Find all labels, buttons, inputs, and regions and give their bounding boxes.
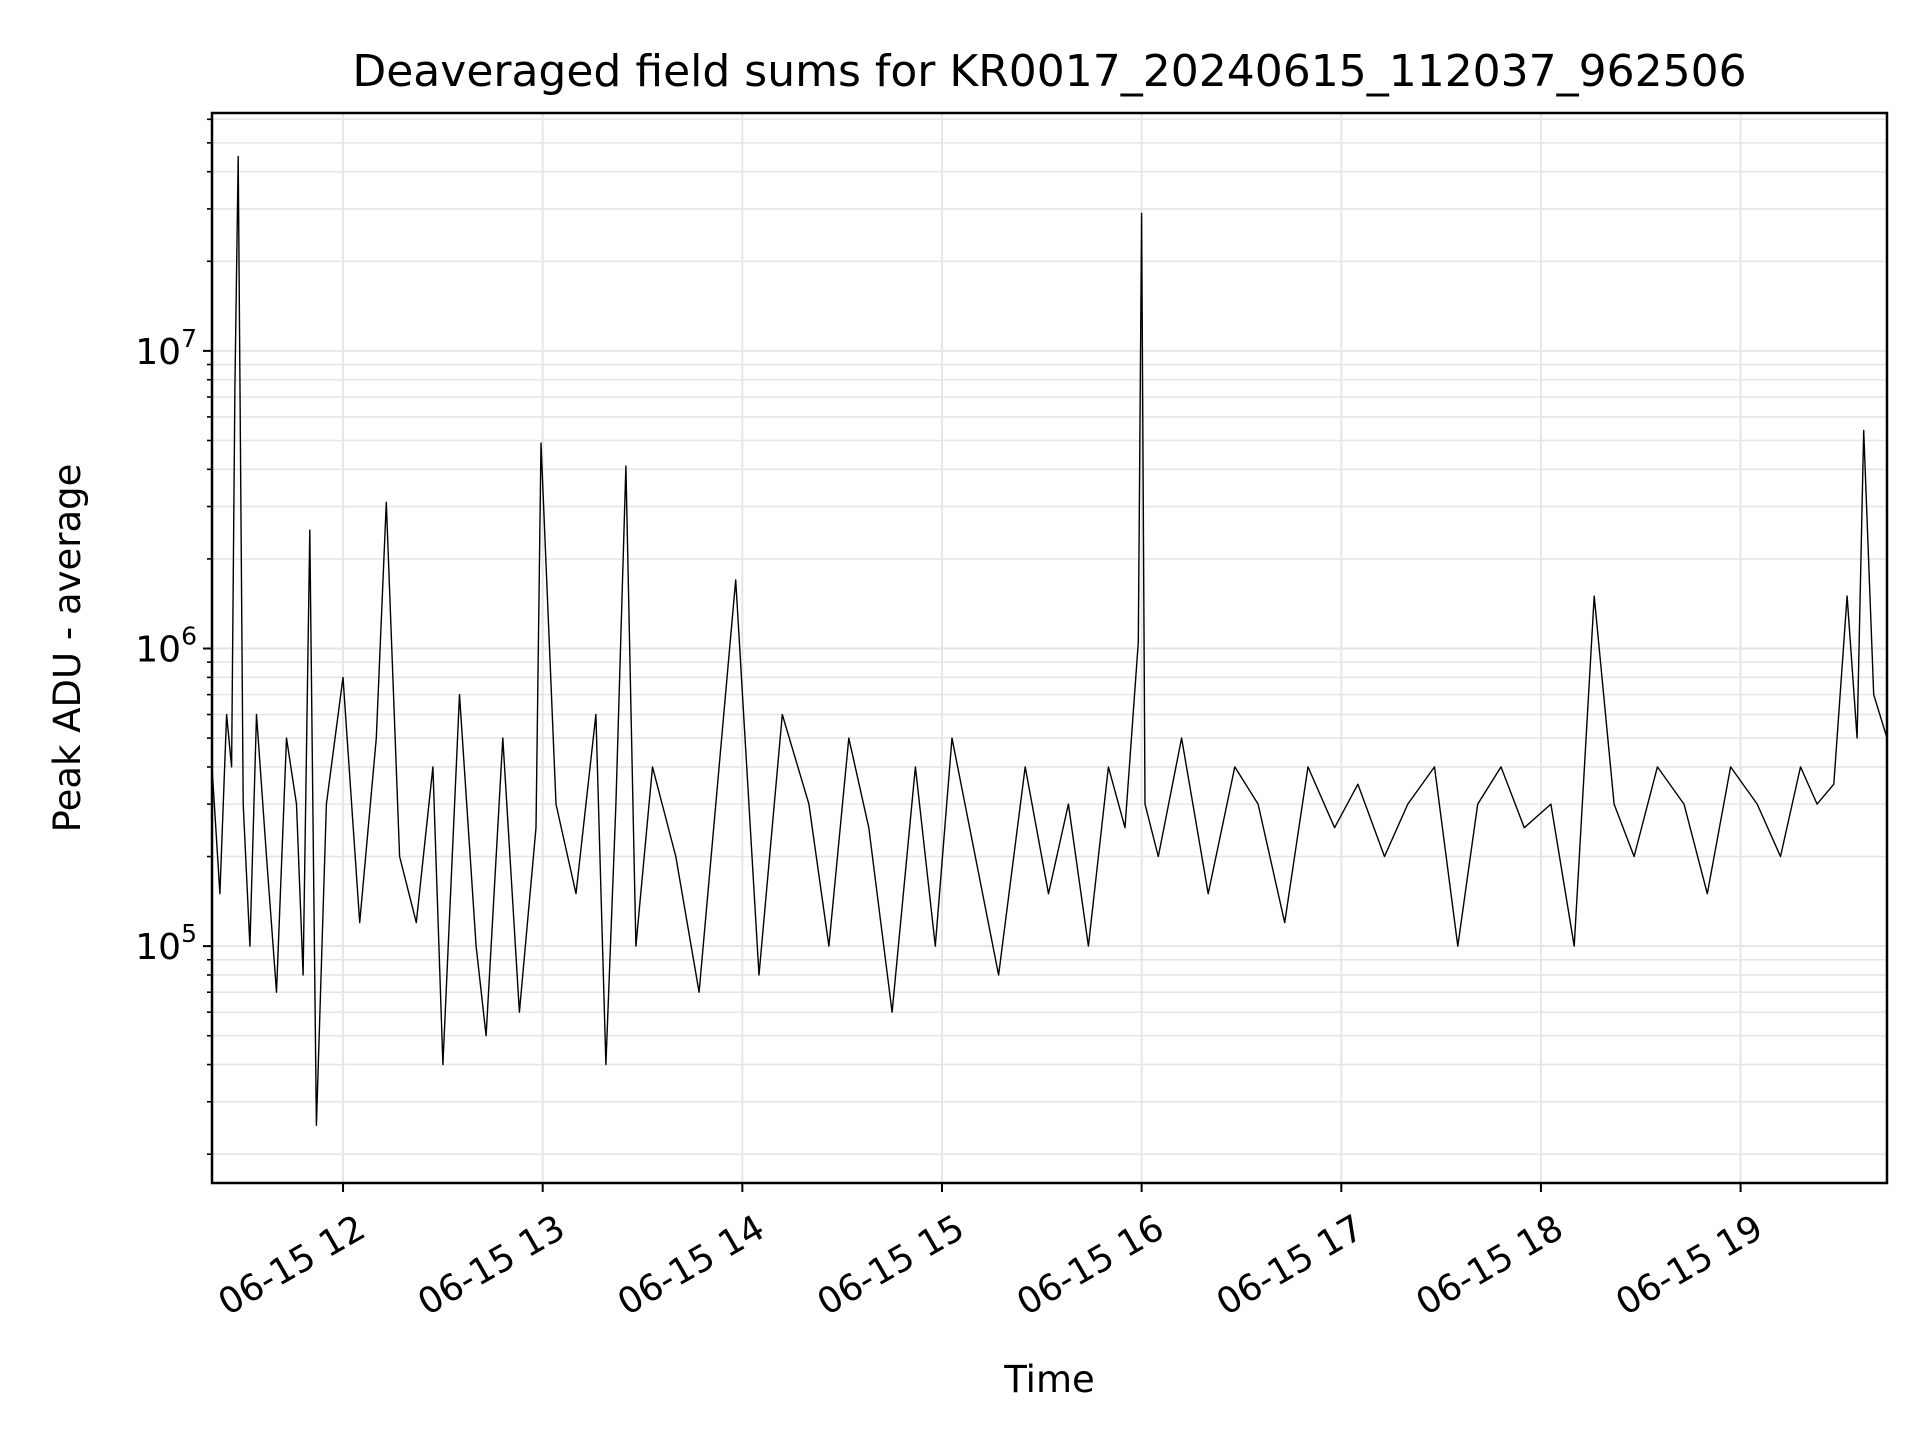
y-tick-label: 105	[135, 919, 197, 968]
series-layer	[211, 155, 1888, 1127]
x-tick-label: 06-15 12	[212, 1207, 373, 1323]
data-line	[211, 155, 1888, 1127]
x-tick-label: 06-15 16	[1010, 1207, 1171, 1323]
grid	[212, 113, 1887, 1183]
y-axis-label: Peak ADU - average	[46, 464, 89, 833]
y-tick-label: 106	[135, 622, 197, 671]
axis-ticks: 105 106 107 06-15 12 06-15 13 06-15 14 06-15 1…	[135, 118, 1770, 1324]
x-tick-label: 06-15 19	[1609, 1207, 1770, 1323]
x-tick-label: 06-15 17	[1210, 1207, 1371, 1323]
chart-title: Deaveraged field sums for KR0017_2024061…	[352, 46, 1746, 97]
x-axis-label: Time	[1003, 1358, 1095, 1401]
x-tick-label: 06-15 14	[611, 1207, 772, 1323]
x-tick-label: 06-15 13	[411, 1207, 572, 1323]
x-tick-label: 06-15 18	[1410, 1207, 1571, 1323]
x-tick-label: 06-15 15	[811, 1207, 972, 1323]
y-tick-label: 107	[135, 324, 197, 373]
